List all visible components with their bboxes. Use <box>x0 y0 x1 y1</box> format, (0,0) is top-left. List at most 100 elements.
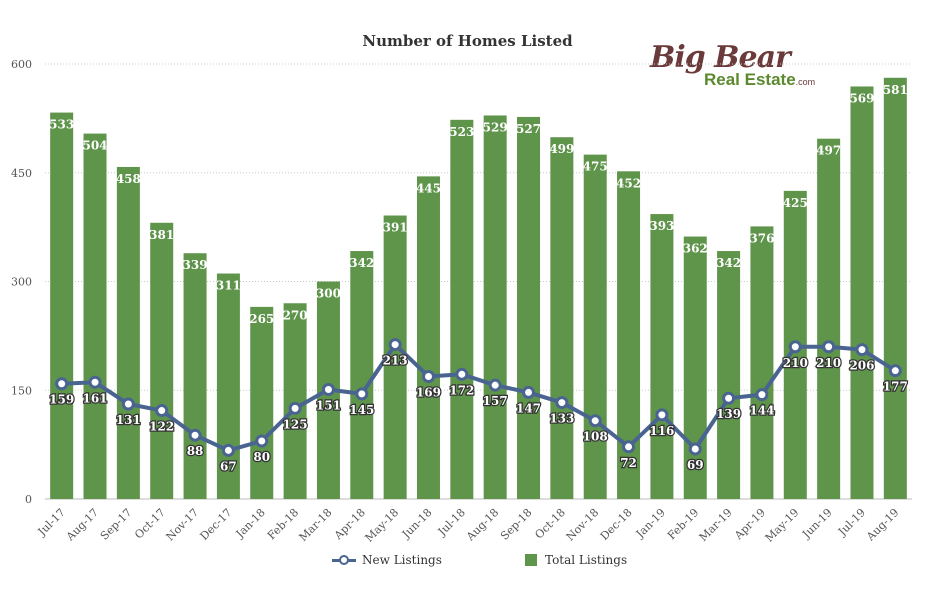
line-point <box>655 408 669 422</box>
bar-value-label: 581 <box>883 83 908 97</box>
bar <box>883 77 907 500</box>
line-point <box>121 397 135 411</box>
y-tick-label: 300 <box>11 276 32 289</box>
bar-value-label: 362 <box>683 242 708 256</box>
bar-value-label: 529 <box>483 120 508 134</box>
bar-value-label: 376 <box>749 231 774 245</box>
bar-value-label: 300 <box>316 287 341 301</box>
bar-value-label: 458 <box>116 172 141 186</box>
bar <box>383 215 407 499</box>
bar-value-label: 342 <box>349 256 374 270</box>
bar-value-label: 270 <box>283 308 308 322</box>
legend-item-new-listings[interactable]: New Listings <box>332 553 442 567</box>
y-tick-label: 150 <box>11 384 32 397</box>
bar <box>817 138 841 500</box>
line-value-label: 157 <box>483 394 508 408</box>
bar <box>483 115 507 499</box>
line-value-label: 131 <box>116 413 141 427</box>
logo-line2-text: Real Estate <box>704 70 796 89</box>
line-point <box>221 443 235 457</box>
bar <box>583 154 607 499</box>
line-point <box>288 401 302 415</box>
line-point <box>888 364 902 378</box>
line-value-label: 210 <box>816 356 841 370</box>
bar <box>416 176 440 499</box>
x-tick-label: Dec-18 <box>598 506 635 543</box>
x-tick-label: Dec-17 <box>198 506 235 543</box>
line-value-label: 206 <box>849 359 874 373</box>
bar <box>183 253 207 499</box>
bar <box>350 251 374 499</box>
line-value-label: 177 <box>883 380 908 394</box>
bar-value-label: 569 <box>849 91 874 105</box>
line-value-label: 147 <box>516 401 541 415</box>
bar-value-label: 445 <box>416 181 441 195</box>
y-tick-label: 450 <box>11 167 32 180</box>
bar <box>717 251 741 499</box>
line-value-label: 159 <box>49 393 74 407</box>
line-value-label: 125 <box>283 417 308 431</box>
bar-value-label: 497 <box>816 144 841 158</box>
x-tick-label: Aug-19 <box>863 506 901 544</box>
bar-value-label: 342 <box>716 256 741 270</box>
bar-value-label: 339 <box>183 258 208 272</box>
bar <box>550 137 574 499</box>
x-tick-label: Oct-18 <box>532 506 568 542</box>
logo-line2: Real Estate.com <box>704 70 815 90</box>
line-point <box>488 378 502 392</box>
line-value-label: 69 <box>687 458 704 472</box>
line-value-label: 133 <box>549 412 574 426</box>
bar <box>750 226 774 499</box>
x-tick-label: Nov-17 <box>164 506 202 544</box>
line-value-label: 213 <box>383 354 408 368</box>
x-tick-label: Jan-19 <box>633 506 668 541</box>
x-tick-label: Nov-18 <box>564 506 602 544</box>
line-point <box>755 388 769 402</box>
bar <box>450 119 474 499</box>
line-value-label: 144 <box>749 404 774 418</box>
bar-value-label: 311 <box>216 279 241 293</box>
legend-label-total-listings: Total Listings <box>545 553 628 567</box>
x-tick-label: Feb-19 <box>665 506 701 542</box>
line-value-label: 108 <box>583 430 608 444</box>
line-point <box>455 367 469 381</box>
legend-item-total-listings[interactable]: Total Listings <box>525 553 627 567</box>
x-tick-label: May-18 <box>363 506 402 545</box>
line-point <box>622 440 636 454</box>
y-tick-label: 0 <box>25 493 32 506</box>
line-point <box>255 434 269 448</box>
bar <box>517 116 541 500</box>
x-tick-label: May-19 <box>763 506 802 545</box>
bar <box>50 112 74 499</box>
line-value-label: 88 <box>187 444 204 458</box>
line-point <box>155 404 169 418</box>
line-point <box>321 383 335 397</box>
bar <box>283 303 307 499</box>
line-value-label: 145 <box>349 403 374 417</box>
bar-value-label: 391 <box>383 221 408 235</box>
bar <box>650 214 674 499</box>
line-value-label: 122 <box>149 420 174 434</box>
x-tick-label: Jun-19 <box>799 506 835 542</box>
line-point <box>722 391 736 405</box>
line-value-label: 116 <box>649 424 674 438</box>
line-point <box>388 338 402 352</box>
bar-value-label: 533 <box>49 118 74 132</box>
line-point <box>855 343 869 357</box>
bar-value-label: 527 <box>516 122 541 136</box>
line-point <box>788 340 802 354</box>
line-value-label: 210 <box>783 356 808 370</box>
bar <box>250 306 274 499</box>
line-point <box>688 442 702 456</box>
x-tick-label: Aug-17 <box>63 506 101 544</box>
line-value-label: 139 <box>716 407 741 421</box>
bar <box>617 171 641 500</box>
bar <box>116 166 140 499</box>
bar <box>216 273 240 499</box>
bar-value-label: 475 <box>583 160 608 174</box>
x-tick-label: Feb-18 <box>265 506 301 542</box>
bar <box>683 236 707 500</box>
line-point <box>188 428 202 442</box>
x-tick-label: Mar-19 <box>697 506 735 544</box>
